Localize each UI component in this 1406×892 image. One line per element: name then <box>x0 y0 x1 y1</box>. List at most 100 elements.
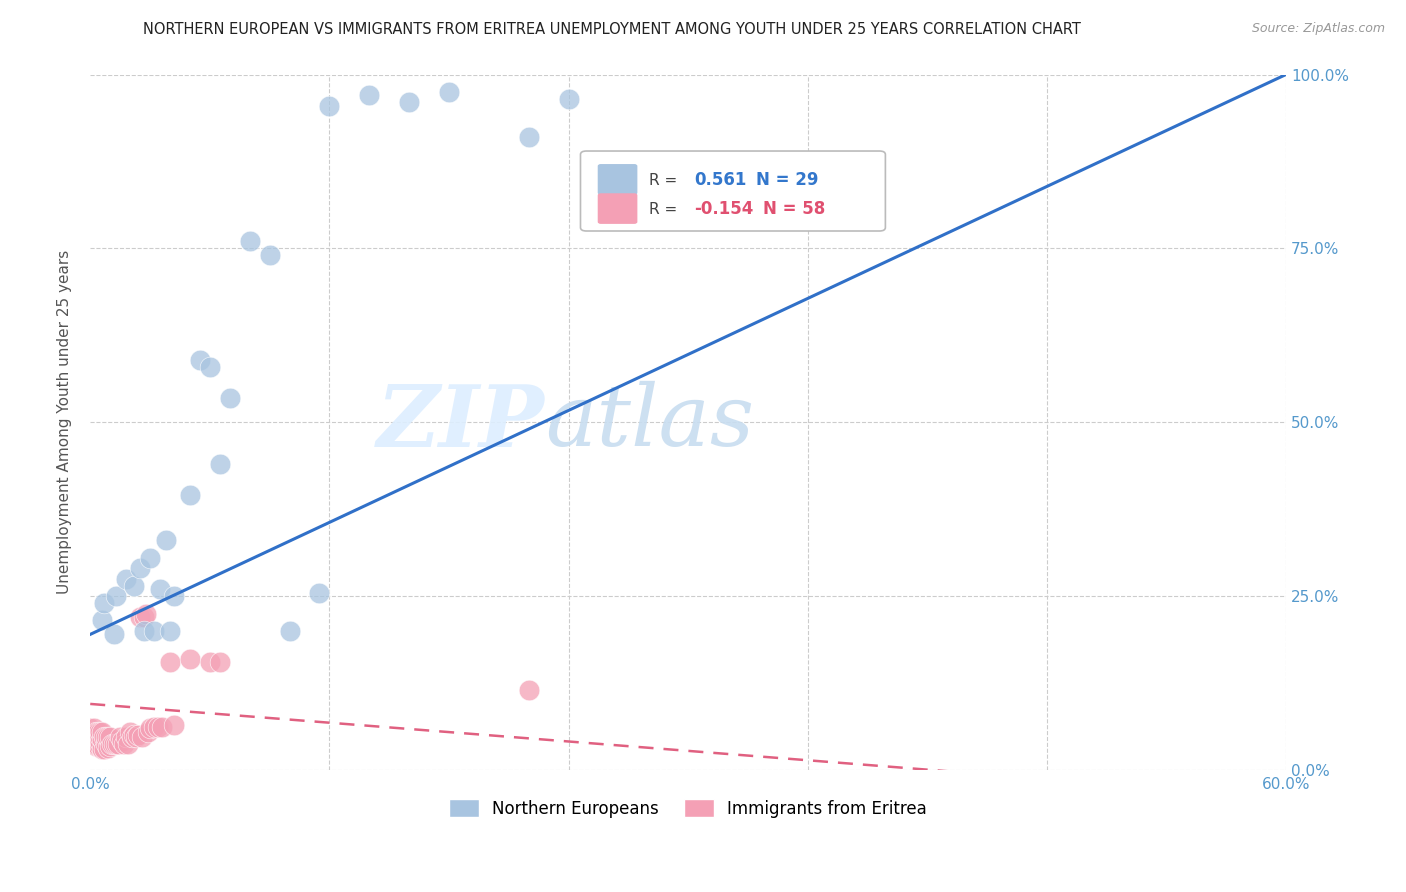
Point <box>208 457 231 471</box>
Point <box>84 728 107 742</box>
Point <box>79 721 101 735</box>
Point <box>131 730 153 744</box>
Point <box>139 550 162 565</box>
Point <box>97 740 120 755</box>
Point <box>437 85 460 99</box>
Point <box>125 730 148 744</box>
Point <box>87 739 110 753</box>
Point <box>135 607 157 621</box>
Point <box>208 655 231 669</box>
Text: ZIP: ZIP <box>377 381 544 464</box>
Point <box>84 731 107 746</box>
Text: 0.561: 0.561 <box>695 171 747 189</box>
Point <box>150 720 173 734</box>
Point <box>98 739 121 753</box>
FancyBboxPatch shape <box>599 194 637 223</box>
Y-axis label: Unemployment Among Youth under 25 years: Unemployment Among Youth under 25 years <box>58 250 72 594</box>
Point <box>146 720 169 734</box>
Point <box>149 582 172 597</box>
Point <box>127 728 149 742</box>
Point <box>308 585 330 599</box>
Point <box>278 624 301 638</box>
Text: N = 58: N = 58 <box>763 201 825 219</box>
Text: Source: ZipAtlas.com: Source: ZipAtlas.com <box>1251 22 1385 36</box>
Point <box>398 95 420 110</box>
Point <box>93 742 115 756</box>
Point <box>91 731 114 746</box>
Point <box>198 359 221 374</box>
Point <box>198 655 221 669</box>
Point <box>155 533 177 548</box>
Point <box>179 488 201 502</box>
Point <box>132 610 155 624</box>
Point <box>103 737 125 751</box>
Point <box>163 589 186 603</box>
Point <box>96 730 118 744</box>
Point <box>132 624 155 638</box>
Point <box>259 248 281 262</box>
Point <box>98 730 121 744</box>
Point <box>239 235 262 249</box>
Point <box>112 737 135 751</box>
Point <box>129 561 152 575</box>
Point <box>83 735 105 749</box>
Point <box>79 724 101 739</box>
Point <box>91 742 114 756</box>
Text: NORTHERN EUROPEAN VS IMMIGRANTS FROM ERITREA UNEMPLOYMENT AMONG YOUTH UNDER 25 Y: NORTHERN EUROPEAN VS IMMIGRANTS FROM ERI… <box>142 22 1081 37</box>
Point <box>103 627 125 641</box>
Point <box>101 737 124 751</box>
Point <box>108 730 131 744</box>
Point <box>120 724 142 739</box>
Point <box>89 730 111 744</box>
Point <box>91 724 114 739</box>
Point <box>83 721 105 735</box>
Point <box>517 683 540 698</box>
Point <box>163 718 186 732</box>
FancyBboxPatch shape <box>581 151 886 231</box>
Point <box>117 737 139 751</box>
Point <box>111 733 134 747</box>
Point <box>359 88 381 103</box>
Point <box>84 724 107 739</box>
Point <box>122 728 145 742</box>
Point <box>129 610 152 624</box>
Point <box>115 572 138 586</box>
Point <box>557 92 579 106</box>
Point <box>96 737 118 751</box>
FancyBboxPatch shape <box>599 165 637 194</box>
Point <box>89 735 111 749</box>
Point <box>89 739 111 753</box>
Point <box>91 614 114 628</box>
Text: atlas: atlas <box>544 381 754 464</box>
Point <box>84 739 107 753</box>
Point <box>218 391 240 405</box>
Point <box>139 721 162 735</box>
Point <box>87 731 110 746</box>
Point <box>105 589 128 603</box>
Text: N = 29: N = 29 <box>756 171 818 189</box>
Text: R =: R = <box>648 202 682 217</box>
Point <box>143 624 166 638</box>
Point <box>93 730 115 744</box>
Text: R =: R = <box>648 172 682 187</box>
Text: -0.154: -0.154 <box>695 201 754 219</box>
Point <box>517 130 540 145</box>
Point <box>143 720 166 734</box>
Point <box>97 730 120 744</box>
Point <box>89 724 111 739</box>
Point <box>107 737 129 751</box>
Point <box>121 730 143 744</box>
Point <box>159 624 181 638</box>
Point <box>122 579 145 593</box>
Point <box>188 352 211 367</box>
Point <box>83 728 105 742</box>
Point <box>82 731 104 746</box>
Legend: Northern Europeans, Immigrants from Eritrea: Northern Europeans, Immigrants from Erit… <box>443 793 934 824</box>
Point <box>136 724 159 739</box>
Point <box>82 724 104 739</box>
Point <box>93 596 115 610</box>
Point <box>87 724 110 739</box>
Point <box>115 730 138 744</box>
Point <box>318 99 340 113</box>
Point <box>179 651 201 665</box>
